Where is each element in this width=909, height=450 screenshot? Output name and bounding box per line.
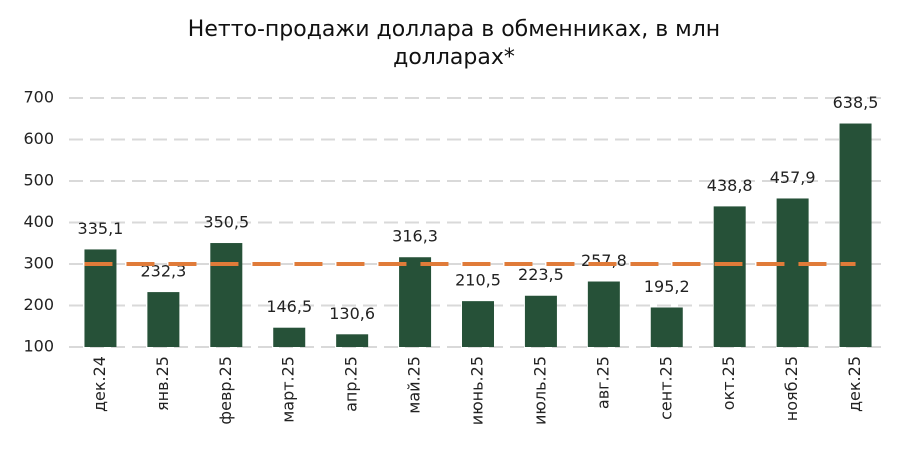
value-label: 223,5 xyxy=(518,265,564,284)
bar xyxy=(273,327,306,347)
y-tick-label: 600 xyxy=(23,129,54,148)
value-label: 350,5 xyxy=(203,213,249,232)
chart-title: Нетто-продажи доллара в обменниках, в мл… xyxy=(187,17,721,70)
x-tick-label: янв.25 xyxy=(153,356,172,411)
bar xyxy=(776,198,809,347)
x-tick-label: май.25 xyxy=(405,356,424,414)
x-tick-label: дек.25 xyxy=(845,356,864,412)
value-label: 457,9 xyxy=(770,168,816,187)
x-tick-label: февр.25 xyxy=(216,356,235,425)
value-label: 146,5 xyxy=(266,297,312,316)
bar xyxy=(399,257,432,347)
value-label: 210,5 xyxy=(455,271,501,290)
x-tick-label: июнь.25 xyxy=(468,356,487,425)
value-label: 257,8 xyxy=(581,251,627,270)
y-tick-label: 100 xyxy=(23,337,54,356)
y-tick-label: 200 xyxy=(23,295,54,314)
bar xyxy=(713,206,746,347)
y-tick-label: 400 xyxy=(23,212,54,231)
value-label: 638,5 xyxy=(833,93,879,112)
bar xyxy=(462,301,494,347)
y-tick-label: 700 xyxy=(23,88,54,107)
value-label: 335,1 xyxy=(78,219,124,238)
bar xyxy=(524,295,557,347)
x-tick-label: апр.25 xyxy=(342,356,361,412)
x-tick-label: июль.25 xyxy=(530,356,549,425)
x-tick-label: авг.25 xyxy=(593,356,612,409)
value-label: 195,2 xyxy=(644,277,690,296)
x-tick-label: март.25 xyxy=(279,356,298,423)
y-tick-label: 300 xyxy=(23,254,54,273)
bar xyxy=(650,307,683,347)
bar xyxy=(210,243,243,347)
bar xyxy=(839,123,872,348)
x-tick-label: сент.25 xyxy=(656,356,675,420)
x-tick-label: дек.24 xyxy=(90,356,109,412)
value-label: 316,3 xyxy=(392,227,438,246)
y-tick-label: 500 xyxy=(23,171,54,190)
value-label: 130,6 xyxy=(329,304,375,323)
x-tick-label: окт.25 xyxy=(719,356,738,410)
value-label: 438,8 xyxy=(707,176,753,195)
bar xyxy=(336,334,369,347)
value-label: 232,3 xyxy=(140,262,186,281)
x-tick-label: нояб.25 xyxy=(782,356,801,421)
bar xyxy=(587,281,620,347)
bar xyxy=(147,292,180,347)
